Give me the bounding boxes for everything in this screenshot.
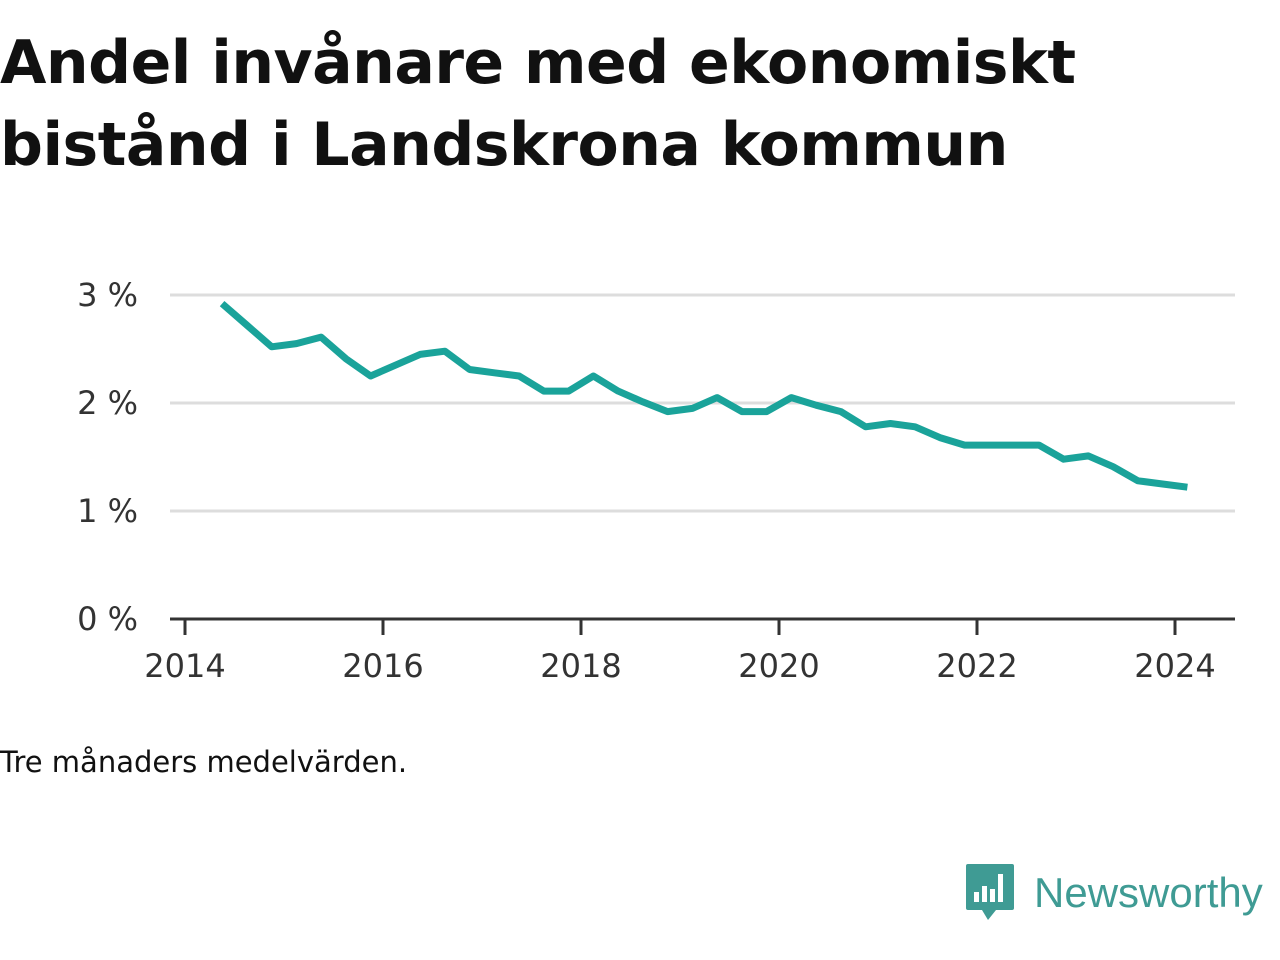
chart-title: Andel invånare med ekonomiskt bistånd i … — [0, 28, 1076, 180]
y-tick-label: 0 % — [77, 600, 138, 638]
x-tick-label: 2024 — [1134, 647, 1215, 685]
tick-labels: 0 % 1 % 2 % 3 % 2014 2016 2018 2020 2022 2024 — [77, 276, 1216, 685]
y-tick-label: 2 % — [77, 384, 138, 422]
line-chart: 0 % 1 % 2 % 3 % 2014 2016 2018 2020 2022 2024 — [77, 276, 1235, 685]
x-axis — [170, 617, 1235, 635]
y-tick-label: 3 % — [77, 276, 138, 314]
x-tick-label: 2016 — [342, 647, 423, 685]
x-tick-label: 2022 — [936, 647, 1017, 685]
y-tick-label: 1 % — [77, 492, 138, 530]
brand-name: Newsworthy — [1034, 869, 1263, 916]
chart-note: Tre månaders medelvärden. — [0, 745, 408, 779]
x-tick-label: 2020 — [738, 647, 819, 685]
x-tick-label: 2014 — [144, 647, 225, 685]
bar-chart-speech-bubble-icon — [966, 864, 1014, 920]
x-tick-label: 2018 — [540, 647, 621, 685]
series-line — [219, 300, 1188, 491]
series-layer — [219, 300, 1188, 491]
brand-logo: Newsworthy — [964, 862, 1263, 924]
